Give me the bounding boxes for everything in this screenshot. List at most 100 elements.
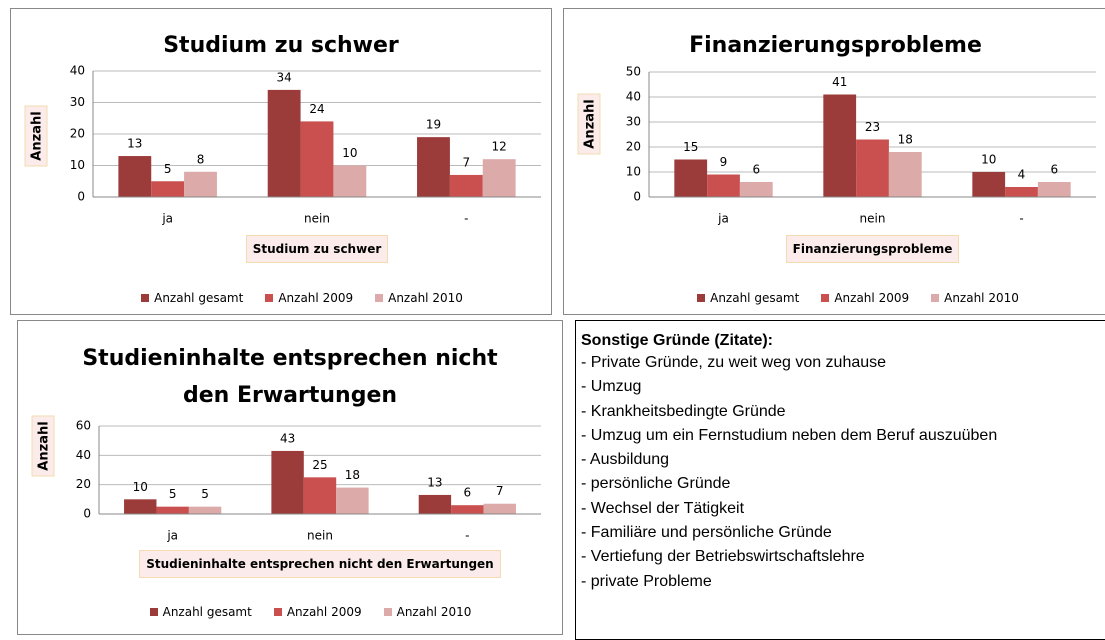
- y-label-box: [24, 105, 48, 167]
- data-label: 13: [127, 137, 142, 151]
- bar: [451, 505, 484, 514]
- chart-panel: Anzahl 0 10 20 30 40 50 ja 15 9 6 nein 41 23 18 - 10 4 6 Fi…: [563, 8, 1105, 315]
- y-tick-label: 10: [70, 158, 85, 172]
- data-label: 6: [464, 486, 472, 500]
- legend-item: Anzahl gesamt: [149, 605, 252, 619]
- y-tick-label: 40: [76, 448, 91, 462]
- legend-swatch: [697, 294, 706, 302]
- note-item: - Vertiefung der Betriebswirtschaftslehr…: [581, 548, 865, 566]
- bar: [336, 487, 369, 514]
- x-label-wrap: Finanzierungsprobleme: [649, 235, 1096, 263]
- x-tick-label: ja: [161, 212, 173, 226]
- chart-panel: Anzahl 0 20 40 60 ja 10 5 5 nein 43 25 18 - 13 6 7 Studie…: [17, 320, 563, 635]
- bar: [482, 159, 516, 197]
- bar: [1005, 187, 1038, 197]
- legend-swatch: [821, 294, 830, 302]
- x-tick-label: nein: [304, 212, 330, 226]
- data-label: 15: [683, 140, 698, 154]
- bar: [267, 89, 301, 197]
- x-label: Studium zu schwer: [245, 235, 389, 263]
- bar: [124, 499, 157, 514]
- bar: [333, 165, 367, 197]
- y-tick-label: 30: [70, 95, 85, 109]
- bar: [823, 94, 857, 197]
- legend-item: Anzahl 2010: [383, 605, 472, 619]
- y-label: Anzahl: [37, 421, 52, 470]
- bar: [1037, 182, 1071, 197]
- bar: [156, 506, 189, 514]
- data-label: 4: [1018, 168, 1026, 182]
- data-label: 10: [342, 146, 357, 160]
- data-label: 5: [169, 487, 177, 501]
- bar: [739, 182, 773, 197]
- data-label: 19: [426, 118, 441, 132]
- bar: [118, 156, 152, 197]
- y-label: Anzahl: [30, 111, 45, 160]
- y-tick-label: 50: [626, 65, 641, 79]
- x-tick-label: -: [464, 212, 468, 226]
- bar: [674, 159, 708, 197]
- note-item: - Private Gründe, zu weit weg von zuhaus…: [581, 354, 887, 371]
- bar: [188, 506, 222, 514]
- data-label: 6: [752, 163, 760, 177]
- legend-item: Anzahl gesamt: [697, 291, 799, 305]
- data-label: 25: [312, 458, 327, 472]
- legend: Anzahl gesamt Anzahl 2009 Anzahl 2010: [564, 291, 1105, 305]
- legend-label: Anzahl 2009: [278, 291, 354, 305]
- y-tick-label: 40: [626, 90, 641, 104]
- legend-item: Anzahl 2010: [931, 291, 1019, 305]
- y-tick-label: 10: [626, 165, 641, 179]
- x-label-wrap: Studieninhalte entsprechen nicht den Erw…: [99, 550, 541, 578]
- bar: [151, 181, 185, 197]
- x-label: Studieninhalte entsprechen nicht den Erw…: [139, 550, 501, 578]
- x-tick-label: -: [465, 529, 469, 543]
- note-item: - Ausbildung: [581, 451, 670, 469]
- y-tick-label: 20: [70, 127, 85, 141]
- bar: [856, 139, 889, 197]
- legend-label: Anzahl gesamt: [154, 291, 244, 305]
- note-item: - private Probleme: [581, 572, 712, 590]
- notes-box: Sonstige Gründe (Zitate): - Private Grün…: [575, 320, 1105, 640]
- chart-panel: Anzahl 0 10 20 30 40 ja 13 5 8 nein 34 24 10 - 19 7 12 Stu…: [10, 8, 552, 315]
- legend-label: Anzahl 2010: [396, 605, 472, 619]
- legend-label: Anzahl 2009: [834, 291, 910, 305]
- x-label: Finanzierungsprobleme: [785, 235, 960, 263]
- note-item: - Umzug um ein Fernstudium neben dem Ber…: [581, 426, 998, 444]
- chart: Anzahl 0 20 40 60 ja 10 5 5 nein 43 25 18 - 13 6 7: [31, 415, 541, 543]
- bar: [417, 137, 450, 197]
- data-label: 18: [898, 133, 913, 147]
- y-tick-label: 0: [77, 190, 85, 204]
- bar: [707, 174, 740, 197]
- note-item: - Familiäre und persönliche Gründe: [581, 524, 832, 542]
- data-label: 5: [164, 162, 172, 176]
- legend-item: Anzahl 2009: [273, 605, 362, 619]
- legend-label: Anzahl 2010: [944, 291, 1019, 305]
- data-label: 34: [277, 70, 292, 84]
- bar: [184, 171, 217, 197]
- x-tick-label: -: [1019, 212, 1023, 226]
- legend-item: Anzahl 2009: [821, 291, 909, 305]
- legend: Anzahl gesamt Anzahl 2009 Anzahl 2010: [11, 291, 551, 305]
- y-tick-label: 20: [626, 140, 641, 154]
- bar: [300, 121, 334, 197]
- y-tick-label: 60: [76, 419, 91, 433]
- data-label: 13: [427, 475, 442, 489]
- legend-swatch: [273, 608, 282, 616]
- note-item: - Umzug: [581, 378, 642, 396]
- x-tick-label: nein: [307, 529, 333, 543]
- y-tick-label: 0: [83, 507, 91, 521]
- data-label: 10: [133, 480, 148, 494]
- data-label: 24: [309, 102, 324, 116]
- data-label: 18: [345, 468, 360, 482]
- data-label: 41: [832, 75, 847, 89]
- chart-title: Studium zu schwer: [163, 33, 399, 58]
- y-tick-label: 30: [626, 115, 641, 129]
- x-label-wrap: Studium zu schwer: [93, 235, 541, 263]
- y-label-box: [577, 93, 601, 155]
- legend-item: Anzahl 2009: [265, 291, 353, 305]
- bar: [483, 503, 516, 514]
- data-label: 23: [865, 120, 880, 134]
- data-label: 6: [1050, 163, 1058, 177]
- legend-label: Anzahl gesamt: [710, 291, 800, 305]
- bar: [271, 450, 304, 514]
